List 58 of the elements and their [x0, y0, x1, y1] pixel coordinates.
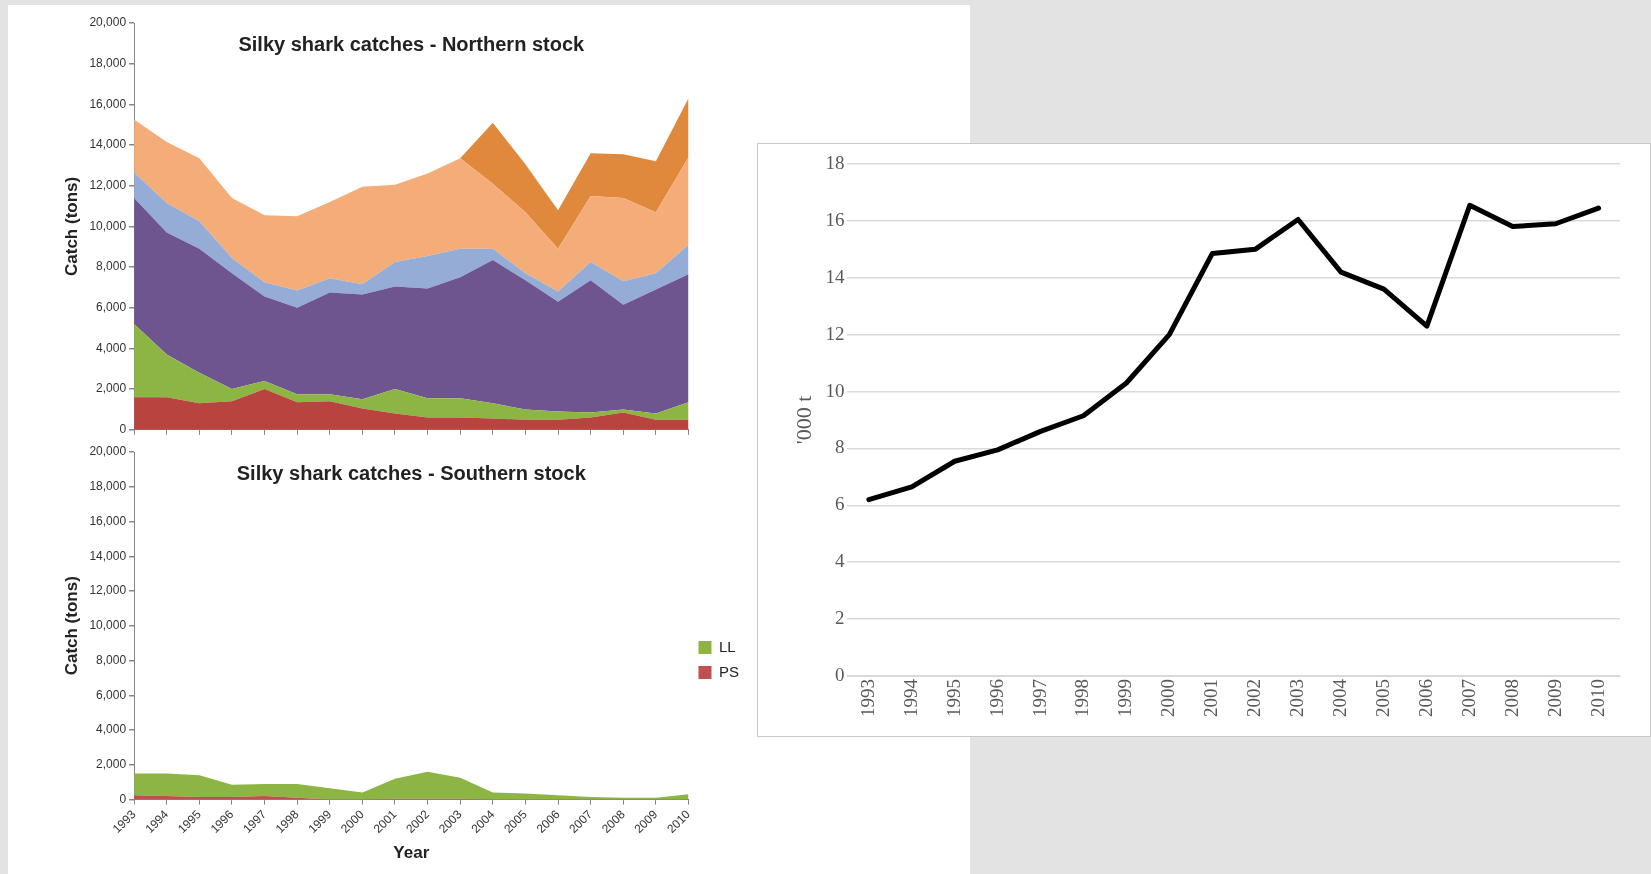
y-tick-label: 18 — [825, 151, 845, 173]
y-tick-label: 16,000 — [89, 513, 127, 528]
x-tick-label: 1998 — [1071, 679, 1093, 717]
y-tick-label: 18,000 — [89, 55, 127, 70]
x-tick-label: 1997 — [1028, 679, 1050, 717]
y-tick-label: 14,000 — [89, 548, 127, 563]
y-tick-label: 6 — [834, 493, 845, 515]
text: Silky shark catches - Southern stock — [236, 461, 587, 484]
y-tick-label: 18,000 — [89, 479, 127, 494]
x-tick-label: 2006 — [1414, 679, 1436, 717]
y-tick-label: 6,000 — [96, 687, 127, 702]
y-tick-label: 10,000 — [89, 618, 127, 633]
y-axis-title: Catch (tons) — [61, 576, 81, 676]
x-tick-label: 1999 — [1114, 679, 1136, 717]
y-tick-label: 12,000 — [89, 583, 127, 598]
legend-label: LL — [718, 637, 736, 655]
y-tick-label: 14 — [825, 265, 845, 287]
y-tick-label: 12 — [825, 322, 845, 344]
y-tick-label: 12,000 — [89, 178, 127, 193]
x-tick-label: 1996 — [985, 679, 1007, 717]
y-tick-label: 2,000 — [96, 757, 127, 772]
y-tick-label: 16 — [825, 208, 845, 230]
x-tick-label: 2010 — [1586, 679, 1608, 717]
x-tick-label: 1993 — [856, 679, 878, 717]
text: Silky shark catches - Northern stock — [238, 32, 586, 55]
x-tick-label: 2000 — [1157, 679, 1179, 717]
x-tick-label: 2005 — [1371, 679, 1393, 717]
y-tick-label: 14,000 — [89, 137, 127, 152]
y-tick-label: 8,000 — [96, 652, 127, 667]
y-axis-title: Catch (tons) — [61, 176, 81, 276]
y-axis-title: '000 t — [790, 395, 816, 445]
legend-label: PS — [718, 662, 740, 680]
x-axis-title: Year — [393, 843, 430, 863]
y-tick-label: 20,000 — [89, 15, 127, 30]
y-tick-label: 0 — [119, 791, 127, 806]
x-tick-label: 1995 — [942, 679, 964, 717]
y-tick-label: 10,000 — [89, 218, 127, 233]
y-tick-label: 10 — [825, 379, 845, 401]
y-tick-label: 4,000 — [96, 722, 127, 737]
y-tick-label: 2,000 — [96, 381, 127, 396]
y-tick-label: 8,000 — [96, 259, 127, 274]
x-tick-label: 2008 — [1500, 679, 1522, 717]
y-tick-label: 2 — [834, 607, 845, 629]
x-tick-label: 2001 — [1200, 679, 1222, 717]
x-tick-label: 2009 — [1543, 679, 1565, 717]
x-tick-label: 1994 — [899, 678, 921, 717]
x-tick-label: 2007 — [1457, 679, 1479, 717]
x-tick-label: 2002 — [1243, 679, 1265, 717]
x-tick-label: 2004 — [1328, 678, 1350, 717]
y-tick-label: 4,000 — [96, 340, 127, 355]
y-tick-label: 6,000 — [96, 300, 127, 315]
x-tick-label: 2003 — [1286, 679, 1308, 717]
y-tick-label: 4 — [834, 550, 845, 572]
y-tick-label: 20,000 — [89, 444, 127, 459]
y-tick-label: 0 — [119, 422, 127, 437]
y-tick-label: 0 — [834, 663, 845, 685]
y-tick-label: 8 — [834, 436, 845, 458]
y-tick-label: 16,000 — [89, 96, 127, 111]
